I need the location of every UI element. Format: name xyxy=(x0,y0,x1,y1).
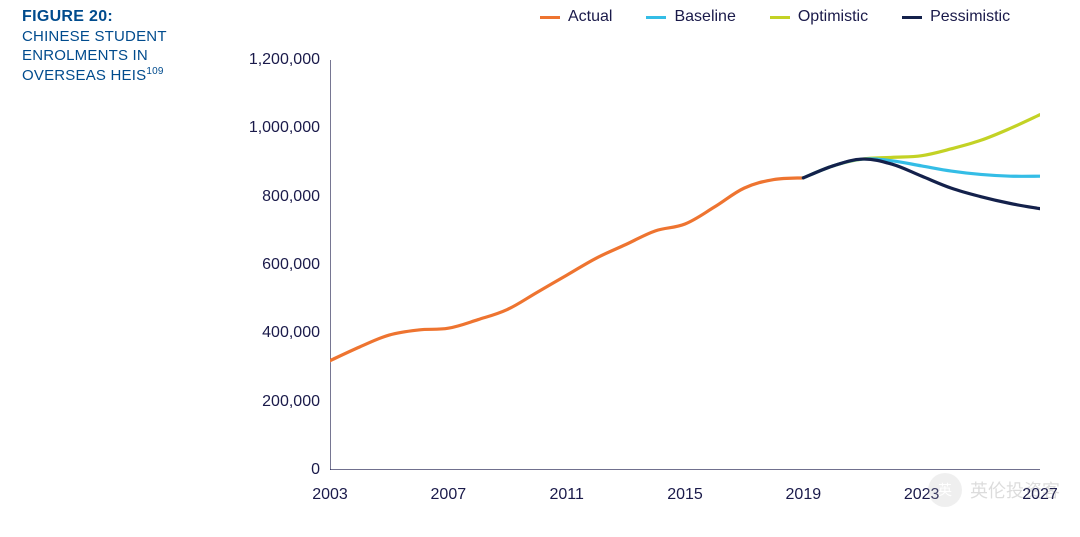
legend-label-pessimistic: Pessimistic xyxy=(930,8,1010,26)
legend-swatch-optimistic xyxy=(770,16,790,19)
legend-swatch-actual xyxy=(540,16,560,19)
chart-legend: Actual Baseline Optimistic Pessimistic xyxy=(540,8,1010,26)
legend-item-optimistic: Optimistic xyxy=(770,8,868,26)
x-tick-label: 2027 xyxy=(1022,486,1058,504)
y-tick-label: 200,000 xyxy=(230,393,320,411)
y-tick-label: 0 xyxy=(230,461,320,479)
legend-swatch-pessimistic xyxy=(902,16,922,19)
x-tick-label: 2011 xyxy=(549,486,583,504)
y-tick-label: 800,000 xyxy=(230,188,320,206)
x-tick-label: 2015 xyxy=(667,486,703,504)
caption-line-1: CHINESE STUDENT xyxy=(22,28,167,45)
legend-label-optimistic: Optimistic xyxy=(798,8,868,26)
y-tick-label: 400,000 xyxy=(230,324,320,342)
series-actual xyxy=(330,178,803,361)
chart-plot xyxy=(330,60,1040,470)
legend-label-actual: Actual xyxy=(568,8,612,26)
chart-area: 0 200,000 400,000 600,000 800,000 1,000,000 1,… xyxy=(230,50,1050,510)
caption-line-3: OVERSEAS HEIS xyxy=(22,67,146,84)
x-tick-label: 2023 xyxy=(904,486,940,504)
legend-label-baseline: Baseline xyxy=(674,8,735,26)
legend-item-actual: Actual xyxy=(540,8,612,26)
y-tick-label: 1,200,000 xyxy=(230,51,320,69)
caption-footnote: 109 xyxy=(146,66,163,77)
legend-item-pessimistic: Pessimistic xyxy=(902,8,1010,26)
x-tick-label: 2007 xyxy=(431,486,467,504)
series-optimistic xyxy=(803,115,1040,178)
figure-number: FIGURE 20: xyxy=(22,8,207,26)
legend-swatch-baseline xyxy=(646,16,666,19)
figure-title-block: FIGURE 20: CHINESE STUDENT ENROLMENTS IN… xyxy=(22,8,207,85)
x-tick-label: 2019 xyxy=(786,486,822,504)
figure-caption: CHINESE STUDENT ENROLMENTS IN OVERSEAS H… xyxy=(22,28,207,85)
chart-svg xyxy=(330,60,1040,470)
x-tick-label: 2003 xyxy=(312,486,348,504)
y-tick-label: 600,000 xyxy=(230,256,320,274)
legend-item-baseline: Baseline xyxy=(646,8,735,26)
caption-line-2: ENROLMENTS IN xyxy=(22,47,148,64)
y-tick-label: 1,000,000 xyxy=(230,119,320,137)
